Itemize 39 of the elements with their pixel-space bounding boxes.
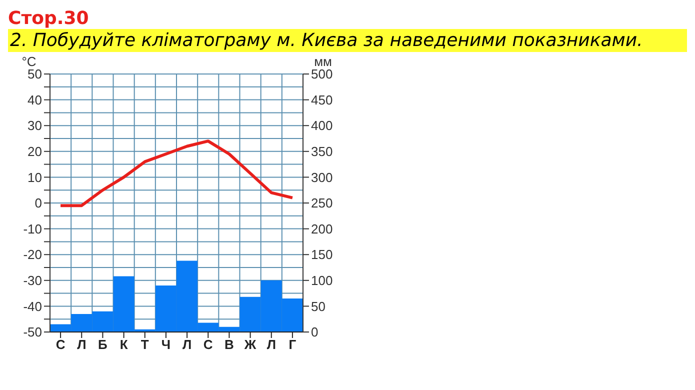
y-tick-label: 20 bbox=[28, 144, 42, 160]
y-axis-title: °C bbox=[22, 54, 36, 69]
x-tick-label: Л bbox=[182, 337, 192, 352]
y-tick-label: -10 bbox=[23, 221, 42, 236]
x-tick-label: В bbox=[224, 337, 234, 352]
x-tick-label: Г bbox=[288, 337, 297, 352]
x-tick-label: Л bbox=[266, 337, 276, 352]
line-series bbox=[59, 140, 294, 208]
y2-tick-label: 450 bbox=[311, 92, 333, 108]
chart-title: Стор.30 bbox=[8, 8, 90, 29]
x-tick-label: С bbox=[56, 337, 66, 352]
y2-tick-label: 0 bbox=[311, 324, 318, 340]
y-tick-label: 50 bbox=[28, 66, 42, 82]
x-tick-label: С bbox=[203, 337, 214, 352]
chart-subtitle: 2. Побудуйте кліматограму м. Києва за наведеними показниками. bbox=[8, 29, 687, 52]
x-tick-label: Ч bbox=[161, 337, 171, 352]
y2-tick-label: 350 bbox=[311, 144, 333, 160]
y-tick-label: -20 bbox=[23, 247, 42, 262]
y2-tick-label: 400 bbox=[311, 118, 333, 134]
y2-tick-label: 200 bbox=[311, 221, 333, 236]
y2-tick-label: 100 bbox=[311, 273, 333, 288]
x-tick-label: Б bbox=[98, 337, 108, 352]
y-tick-label: 0 bbox=[34, 196, 42, 211]
y-tick-label: 30 bbox=[28, 118, 42, 134]
y2-axis-title: мм bbox=[314, 54, 332, 69]
y2-tick-label: 300 bbox=[311, 170, 333, 185]
y-tick-label: 10 bbox=[28, 170, 42, 185]
x-tick-label: Л bbox=[77, 337, 86, 352]
y2-tick-label: 150 bbox=[311, 247, 333, 262]
x-tick-label: Т bbox=[140, 337, 149, 352]
y-tick-label: 40 bbox=[28, 92, 42, 108]
y2-tick-label: 500 bbox=[311, 66, 333, 82]
y2-tick-label: 50 bbox=[311, 298, 326, 314]
x-tick-label: К bbox=[120, 337, 128, 352]
y2-tick-label: 250 bbox=[311, 196, 333, 211]
y-tick-label: -50 bbox=[23, 324, 42, 340]
y-tick-label: -40 bbox=[23, 298, 42, 314]
x-tick-label: Ж bbox=[243, 337, 256, 352]
y-tick-label: -30 bbox=[23, 273, 42, 288]
